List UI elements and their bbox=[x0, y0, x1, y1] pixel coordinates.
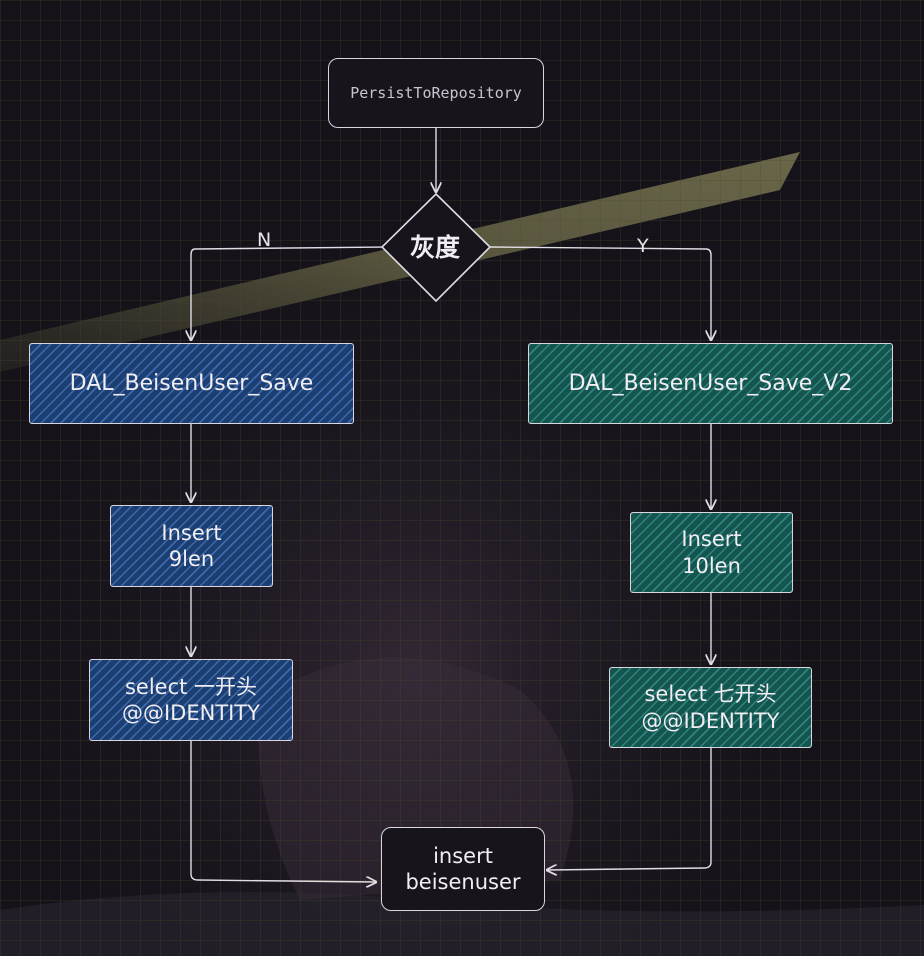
edge-right-select-to-end bbox=[547, 748, 712, 870]
end-node: insert beisenuser bbox=[381, 827, 545, 911]
decision-label: 灰度 bbox=[409, 233, 460, 262]
end-line-2: beisenuser bbox=[405, 870, 521, 894]
no-branch-label: N bbox=[257, 229, 272, 251]
right-select-node: select 七开头 @@IDENTITY bbox=[609, 667, 812, 748]
edge-decision-no bbox=[191, 246, 385, 340]
start-node-label: PersistToRepository bbox=[350, 83, 522, 102]
end-line-1: insert bbox=[433, 843, 493, 868]
left-procedure-label: DAL_BeisenUser_Save bbox=[69, 370, 314, 396]
flow-edges bbox=[191, 128, 711, 882]
yes-branch-label: Y bbox=[637, 235, 649, 257]
right-insert-node: Insert 10len bbox=[630, 512, 793, 593]
start-node: PersistToRepository bbox=[328, 58, 544, 128]
right-insert-line-1: Insert bbox=[681, 527, 742, 552]
left-select-line-1: select 一开头 bbox=[124, 674, 258, 699]
right-insert-line-2: 10len bbox=[682, 553, 741, 578]
right-select-line-2: @@IDENTITY bbox=[641, 708, 780, 733]
edge-decision-yes bbox=[489, 246, 711, 340]
decision-diamond bbox=[380, 192, 492, 303]
left-insert-node: Insert 9len bbox=[110, 505, 273, 587]
right-select-line-1: select 七开头 bbox=[644, 682, 777, 707]
left-procedure-node: DAL_BeisenUser_Save bbox=[29, 343, 354, 424]
left-select-line-2: @@IDENTITY bbox=[121, 701, 261, 725]
edge-left-select-to-end bbox=[190, 741, 376, 882]
left-select-node: select 一开头 @@IDENTITY bbox=[89, 659, 293, 741]
left-insert-line-1: Insert bbox=[161, 520, 222, 545]
right-procedure-label: DAL_BeisenUser_Save_V2 bbox=[568, 370, 853, 396]
left-insert-line-2: 9len bbox=[168, 547, 215, 571]
right-procedure-node: DAL_BeisenUser_Save_V2 bbox=[528, 343, 893, 424]
